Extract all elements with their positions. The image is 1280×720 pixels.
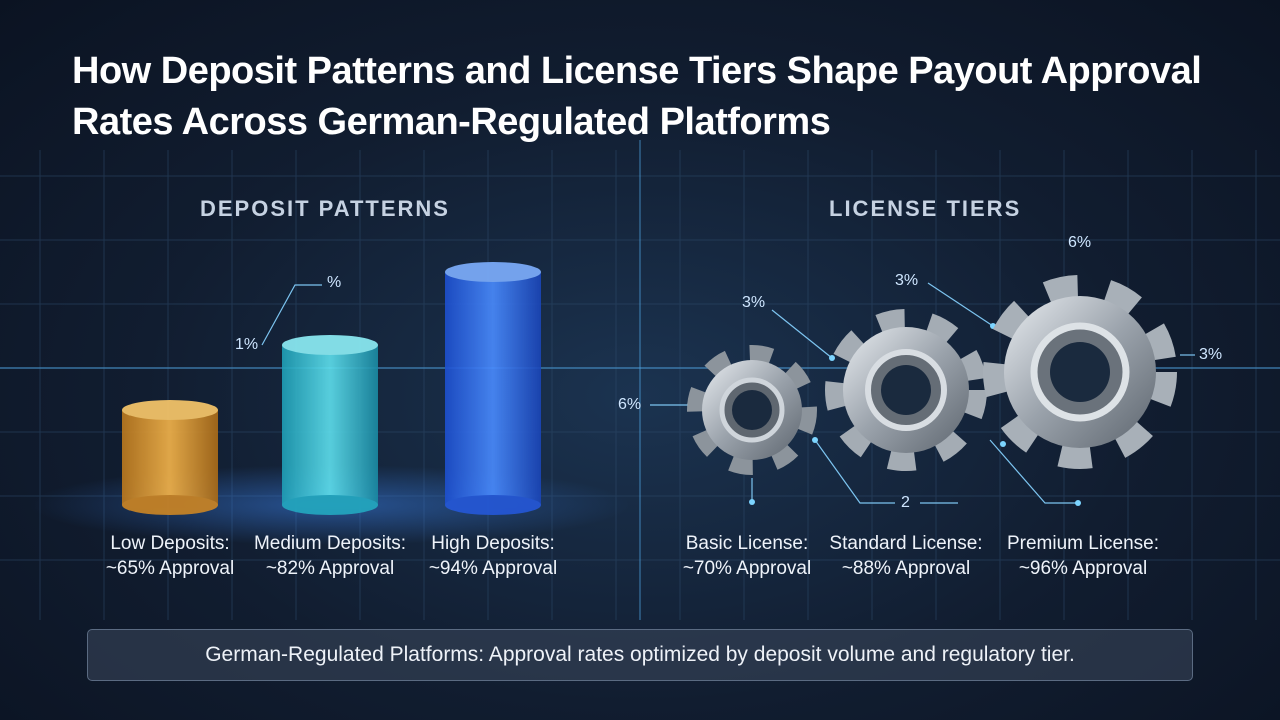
item-name: Basic License: — [685, 533, 809, 554]
annotation: % — [327, 274, 342, 291]
item-approval: ~96% Approval — [1018, 558, 1148, 579]
item-approval: ~65% Approval — [105, 558, 235, 579]
item-label: Premium License: ~96% Approval — [983, 531, 1183, 581]
gear-standard — [825, 309, 987, 471]
gear-premium — [983, 275, 1177, 469]
gear-basic — [687, 345, 817, 475]
section-heading: DEPOSIT PATTERNS — [200, 196, 450, 221]
annotation: 1% — [235, 336, 259, 353]
annotation: 3% — [895, 272, 919, 289]
item-label: Low Deposits: ~65% Approval — [70, 531, 270, 581]
cylinder-low — [122, 400, 218, 515]
item-approval: ~82% Approval — [265, 558, 395, 579]
item-approval: ~88% Approval — [841, 558, 971, 579]
item-name: Standard License: — [829, 533, 983, 554]
leader-lines — [261, 282, 1195, 504]
section-heading: LICENSE TIERS — [829, 196, 1022, 221]
annotation: 3% — [1199, 346, 1223, 363]
annotation: 6% — [618, 396, 642, 413]
item-label: Medium Deposits: ~82% Approval — [230, 531, 430, 581]
item-name: Low Deposits: — [110, 533, 230, 554]
item-label: High Deposits: ~94% Approval — [393, 531, 593, 581]
annotation: 6% — [1068, 234, 1092, 251]
item-approval: ~70% Approval — [682, 558, 812, 579]
cylinder-medium — [282, 335, 378, 515]
item-label: Basic License: ~70% Approval — [647, 531, 847, 581]
item-name: Medium Deposits: — [253, 533, 407, 554]
item-name: High Deposits: — [431, 533, 555, 554]
item-approval: ~94% Approval — [428, 558, 558, 579]
item-label: Standard License: ~88% Approval — [806, 531, 1006, 581]
footer-text: German-Regulated Platforms: Approval rat… — [205, 643, 1075, 666]
annotation: 2 — [901, 494, 910, 511]
footer-banner: German-Regulated Platforms: Approval rat… — [87, 629, 1193, 681]
annotation: 3% — [742, 294, 766, 311]
cylinder-high — [445, 262, 541, 515]
title: How Deposit Patterns and License Tiers S… — [72, 50, 1202, 143]
item-name: Premium License: — [1006, 533, 1160, 554]
